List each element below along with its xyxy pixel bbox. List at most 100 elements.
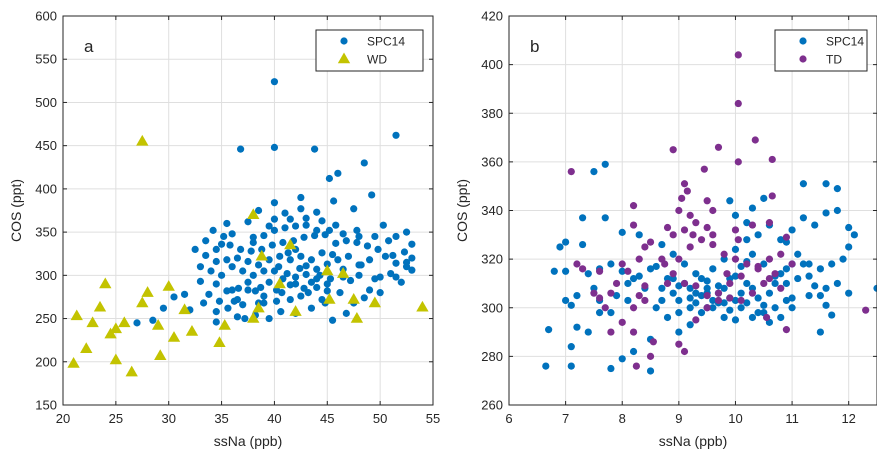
- data-point: [751, 136, 759, 144]
- legend-label: SPC14: [367, 35, 405, 49]
- data-point: [771, 270, 779, 278]
- data-point: [233, 254, 242, 262]
- data-point: [291, 280, 300, 288]
- data-point: [675, 255, 683, 263]
- data-point: [788, 260, 796, 268]
- data-point: [748, 221, 757, 229]
- plot-area: [63, 16, 433, 405]
- data-point: [334, 169, 342, 177]
- data-point: [224, 304, 232, 312]
- legend-marker: [337, 52, 351, 64]
- data-point: [692, 299, 700, 307]
- data-point: [641, 296, 649, 305]
- data-point: [720, 284, 728, 292]
- data-point: [689, 231, 697, 239]
- data-point: [607, 260, 615, 268]
- data-point: [254, 206, 263, 215]
- data-point: [703, 223, 711, 232]
- data-point: [244, 257, 252, 266]
- data-point: [67, 357, 80, 368]
- data-point: [748, 289, 757, 297]
- data-point: [743, 279, 751, 288]
- data-point: [402, 228, 411, 236]
- data-point: [281, 209, 289, 217]
- data-point: [760, 194, 768, 202]
- data-point: [845, 289, 853, 297]
- data-point: [408, 266, 416, 274]
- data-point: [230, 297, 238, 305]
- data-point: [805, 260, 813, 268]
- data-point: [567, 362, 575, 370]
- data-point: [270, 267, 279, 275]
- data-point: [601, 214, 609, 222]
- data-point: [845, 223, 853, 232]
- data-point: [350, 312, 364, 323]
- data-point: [692, 270, 700, 278]
- data-point: [213, 336, 226, 347]
- data-point: [675, 309, 683, 317]
- data-point: [300, 284, 308, 292]
- data-point: [357, 261, 365, 269]
- y-tick-label: 360: [481, 154, 503, 169]
- data-point: [669, 289, 677, 297]
- data-point: [284, 238, 297, 250]
- data-point: [683, 187, 691, 195]
- data-point: [313, 283, 321, 292]
- data-point: [607, 364, 615, 373]
- data-point: [265, 256, 273, 264]
- data-point: [632, 362, 640, 370]
- data-point: [794, 274, 802, 283]
- data-point: [754, 265, 762, 273]
- data-point: [297, 252, 305, 260]
- data-point: [247, 208, 260, 220]
- data-point: [542, 362, 550, 370]
- data-point: [567, 301, 575, 309]
- data-point: [601, 160, 609, 168]
- data-point: [80, 342, 93, 354]
- data-point: [360, 159, 368, 167]
- data-point: [678, 194, 686, 202]
- data-point: [279, 238, 287, 247]
- data-point: [289, 305, 302, 316]
- data-point: [737, 304, 745, 312]
- data-point: [355, 271, 363, 279]
- data-point: [737, 262, 745, 271]
- data-point: [629, 221, 638, 229]
- data-point: [692, 219, 700, 227]
- data-point: [669, 231, 677, 239]
- y-tick-label: 350: [35, 225, 57, 240]
- data-point: [788, 226, 796, 234]
- data-point: [247, 312, 260, 323]
- data-point: [307, 304, 316, 312]
- data-point: [680, 226, 689, 234]
- data-point: [697, 309, 706, 317]
- data-point: [731, 316, 740, 324]
- data-point: [822, 301, 830, 309]
- data-point: [205, 290, 213, 298]
- data-point: [136, 296, 149, 308]
- data-point: [697, 291, 706, 300]
- data-point: [323, 293, 336, 304]
- x-tick-label: 11: [785, 411, 799, 426]
- data-point: [658, 240, 666, 249]
- data-point: [209, 226, 217, 234]
- data-point: [777, 250, 785, 258]
- data-point: [579, 214, 587, 222]
- data-point: [118, 316, 131, 328]
- data-point: [771, 304, 779, 312]
- data-point: [714, 143, 723, 151]
- data-point: [726, 306, 734, 314]
- x-tick-label: 25: [109, 411, 123, 426]
- data-point: [726, 294, 734, 302]
- y-tick-label: 340: [481, 203, 503, 218]
- y-tick-label: 600: [35, 9, 57, 24]
- data-point: [760, 279, 768, 288]
- data-point: [180, 290, 189, 298]
- data-point: [590, 168, 598, 176]
- data-point: [567, 168, 575, 176]
- data-point: [374, 245, 382, 253]
- data-point: [663, 279, 672, 288]
- data-point: [233, 313, 242, 321]
- data-point: [754, 231, 762, 239]
- data-point: [247, 247, 255, 255]
